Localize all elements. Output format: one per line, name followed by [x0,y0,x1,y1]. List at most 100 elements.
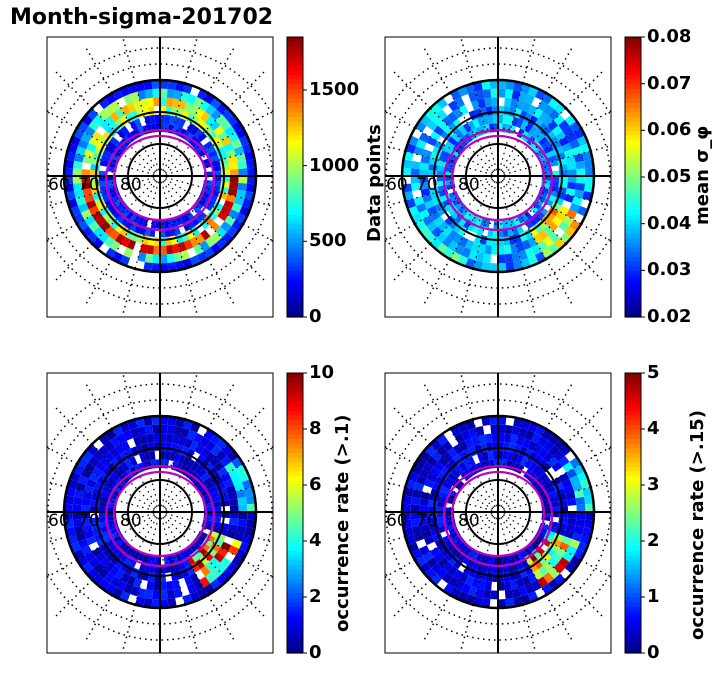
heatmap-bin [193,432,204,444]
heatmap-bin [210,206,221,217]
dotted-meridian-inner [163,107,229,173]
colorbar-segment [625,298,641,304]
dotted-meridian [121,373,136,420]
heatmap-bin [220,205,232,216]
heatmap-bin [183,575,194,586]
colorbar-segment [625,65,641,71]
heatmap-bin [88,221,100,233]
heatmap-bin [195,454,205,466]
heatmap-bin [113,545,123,556]
heatmap-bin [125,112,135,123]
dotted-meridian [580,223,611,243]
dotted-meridian-inner [500,92,547,172]
colorbar-segment [287,517,303,523]
heatmap-bin [137,89,147,101]
heatmap-bin [199,240,211,252]
colorbar-segment [287,471,303,477]
heatmap-bin [528,451,539,462]
heatmap-bin [209,491,220,499]
heatmap-bin [180,231,190,242]
heatmap-bin [64,159,74,169]
heatmap-bin [228,468,240,479]
heatmap-bin [207,150,218,158]
colorbar-segment [625,471,641,477]
heatmap-bin [566,468,578,479]
panel-content-bottom-right: 60 70 80 [385,373,611,653]
lat-label-70: 70 [416,175,438,195]
dotted-meridian-inner [111,516,158,596]
colorbar-segment [625,251,641,257]
dotted-meridian-inner [162,92,209,172]
colorbar-segment [287,205,303,211]
heatmap-bin [213,461,225,472]
dotted-meridian [84,594,113,643]
heatmap-bin [402,495,412,505]
heatmap-bin [528,125,538,136]
colorbar-segment [287,181,303,187]
colorbar-segment [287,144,303,150]
heatmap-bin [180,91,190,103]
dotted-meridian-inner [162,180,209,260]
dotted-meridian-inner [405,486,493,512]
heatmap-bin [468,446,478,457]
heatmap-bin [133,436,142,447]
dotted-meridian-inner [500,428,547,508]
heatmap-bin [104,451,116,463]
heatmap-bin [160,424,168,434]
figure-title: Month-sigma-201702 [10,5,274,30]
lat-label-80: 80 [120,511,142,531]
heatmap-bin [538,111,549,123]
heatmap-bin [537,555,548,566]
heatmap-bin [453,222,463,234]
colorbar-segment [625,41,641,47]
colorbar-tick-label: 3 [647,474,660,495]
heatmap-bin [229,505,239,512]
heatmap-bin [220,541,232,552]
heatmap-bin [143,80,153,90]
colorbar-tick-label: 0.02 [647,306,692,327]
heatmap-bin [482,88,492,99]
heatmap-bin [238,504,248,512]
heatmap-bin [471,464,480,474]
heatmap-bin [130,110,140,121]
heatmap-bin [436,231,448,243]
colorbar-segment [625,415,641,421]
colorbar-tick-label: 0.08 [647,26,692,47]
heatmap-bin [152,424,160,434]
colorbar-segment [625,177,641,183]
colorbar-segment [625,517,641,523]
heatmap-bin [504,97,512,108]
dotted-meridian-inner [91,443,157,509]
heatmap-bin [173,116,181,127]
heatmap-bin [437,220,449,232]
heatmap-bin [106,551,117,562]
colorbar-segment [287,382,303,388]
heatmap-bin [199,576,211,588]
dotted-meridian-inner [164,178,244,225]
heatmap-bin [197,209,207,220]
colorbar-segment [287,265,303,271]
colorbar-segment [287,629,303,635]
heatmap-bin [457,451,468,462]
heatmap-bin [452,569,463,581]
heatmap-bin [513,462,521,473]
heatmap-bin [237,496,248,506]
heatmap-bin [518,249,528,261]
heatmap-bin [152,590,160,600]
heatmap-bin [110,122,121,133]
heatmap-bin [422,551,434,563]
heatmap-bin [185,112,195,123]
heatmap-bin [523,448,533,459]
colorbar-segment [287,578,303,584]
dotted-meridian [580,445,611,465]
heatmap-bin [73,153,85,163]
heatmap-bin [555,547,567,558]
dotted-meridian [84,258,113,307]
heatmap-bin [197,132,207,143]
colorbar-segment [287,51,303,57]
heatmap-bin [516,118,524,129]
heatmap-bin [558,455,570,467]
heatmap-bin [95,461,107,472]
heatmap-bin [113,468,123,479]
heatmap-bin [576,168,586,176]
